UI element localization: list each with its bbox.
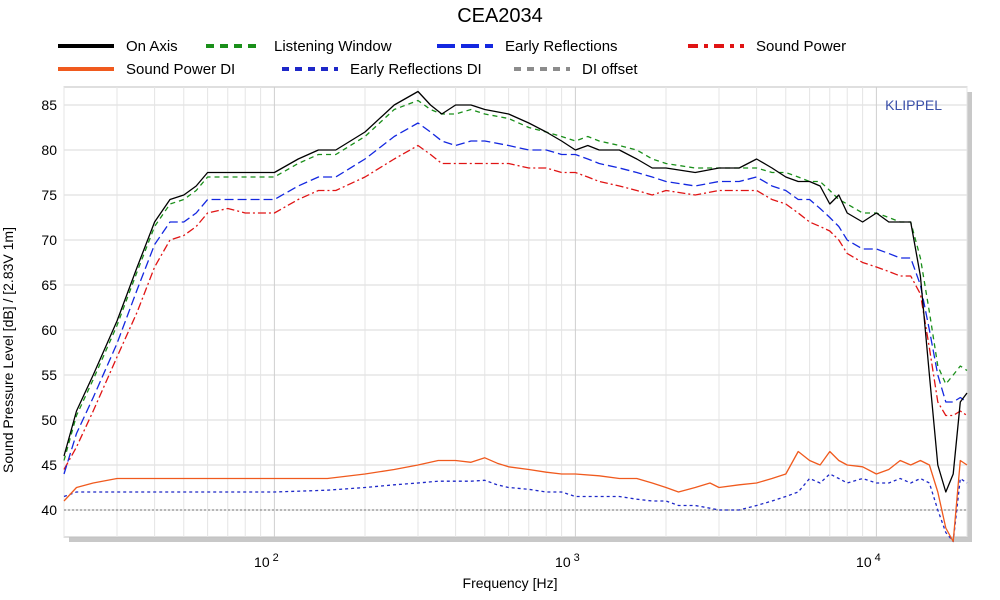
grid <box>63 87 968 537</box>
y-tick-label-7: 75 <box>41 187 57 203</box>
series-line-early-reflections <box>63 122 968 475</box>
x-tick-label-0: 10 2 <box>254 552 279 570</box>
series-line-early-reflections-di <box>63 473 968 543</box>
legend-label-sound-power-di: Sound Power DI <box>126 61 235 78</box>
y-tick-label-0: 40 <box>41 502 57 518</box>
y-tick-label-6: 70 <box>41 232 57 248</box>
legend-label-early-reflections: Early Reflections <box>505 38 618 55</box>
legend: On Axis Listening Window Early Reflections… <box>58 38 846 78</box>
series-line-on-axis <box>63 90 968 493</box>
x-axis-label: Frequency [Hz] <box>463 575 558 591</box>
series-group <box>63 90 968 543</box>
y-tick-label-9: 85 <box>41 97 57 113</box>
legend-label-di-offset: DI offset <box>582 61 638 78</box>
y-tick-label-4: 60 <box>41 322 57 338</box>
legend-label-listening-window: Listening Window <box>274 38 392 55</box>
y-tick-label-8: 80 <box>41 142 57 158</box>
x-tick-label-1: 10 3 <box>555 552 580 570</box>
legend-label-on-axis: On Axis <box>126 38 178 55</box>
chart-title: CEA2034 <box>457 5 543 27</box>
legend-label-sound-power: Sound Power <box>756 38 846 55</box>
y-tick-label-3: 55 <box>41 367 57 383</box>
series-line-sound-power <box>63 144 968 470</box>
plot-area <box>63 86 968 538</box>
x-tick-label-2: 10 4 <box>856 552 881 570</box>
y-tick-label-1: 45 <box>41 457 57 473</box>
brand-label: KLIPPEL <box>885 97 942 113</box>
legend-label-early-reflections-di: Early Reflections DI <box>350 61 482 78</box>
y-axis-label: Sound Pressure Level [dB] / [2.83V 1m] <box>0 227 16 473</box>
x-ticks: 10 2 10 3 10 4 <box>254 552 881 570</box>
series-line-sound-power-di <box>63 450 968 543</box>
y-ticks: 40 45 50 55 60 65 70 75 80 85 <box>41 97 57 518</box>
y-tick-label-2: 50 <box>41 412 57 428</box>
y-tick-label-5: 65 <box>41 277 57 293</box>
